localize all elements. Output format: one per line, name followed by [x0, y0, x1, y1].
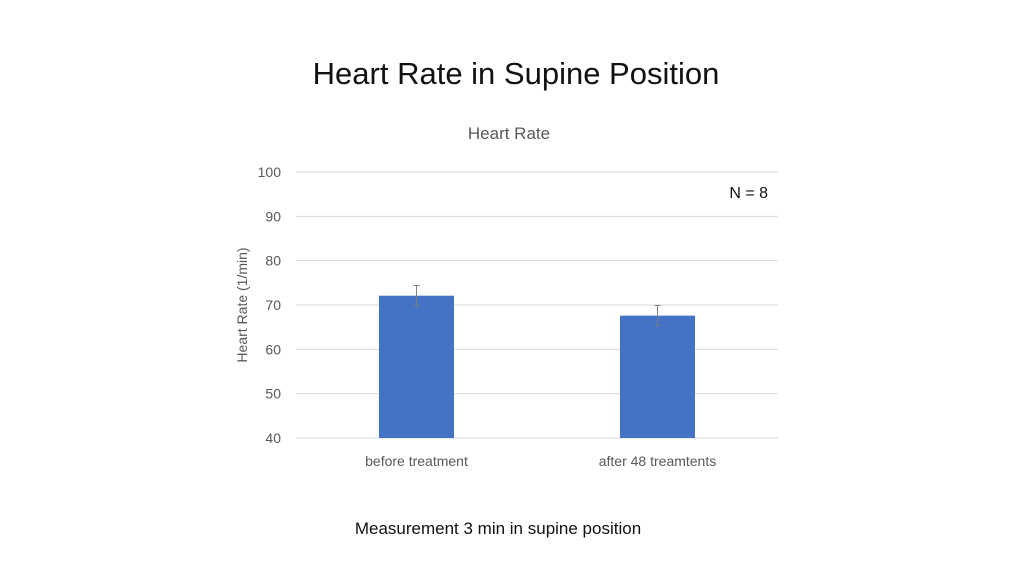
x-tick-label: after 48 treamtents: [599, 453, 717, 469]
chart-title: Heart Rate: [468, 124, 550, 143]
sample-size-annotation: N = 8: [729, 185, 768, 202]
y-tick-label: 60: [265, 341, 281, 357]
bars: [379, 284, 695, 438]
y-tick-label: 70: [265, 297, 281, 313]
y-tick-label: 80: [265, 253, 281, 269]
y-tick-label: 40: [265, 430, 281, 446]
slide-caption: Measurement 3 min in supine position: [354, 519, 642, 538]
y-tick-label: 100: [258, 164, 282, 180]
y-tick-labels: 40 50 60 70 80 90 100: [258, 164, 282, 446]
x-tick-labels: before treatment after 48 treamtents: [365, 453, 716, 469]
bar: [620, 315, 695, 438]
slide-title: Heart Rate in Supine Position: [312, 56, 720, 91]
bar: [379, 295, 454, 438]
gridlines: [296, 171, 778, 439]
y-tick-label: 90: [265, 208, 281, 224]
y-axis-label: Heart Rate (1/min): [234, 247, 250, 362]
y-tick-label: 50: [265, 386, 281, 402]
x-tick-label: before treatment: [365, 453, 468, 469]
